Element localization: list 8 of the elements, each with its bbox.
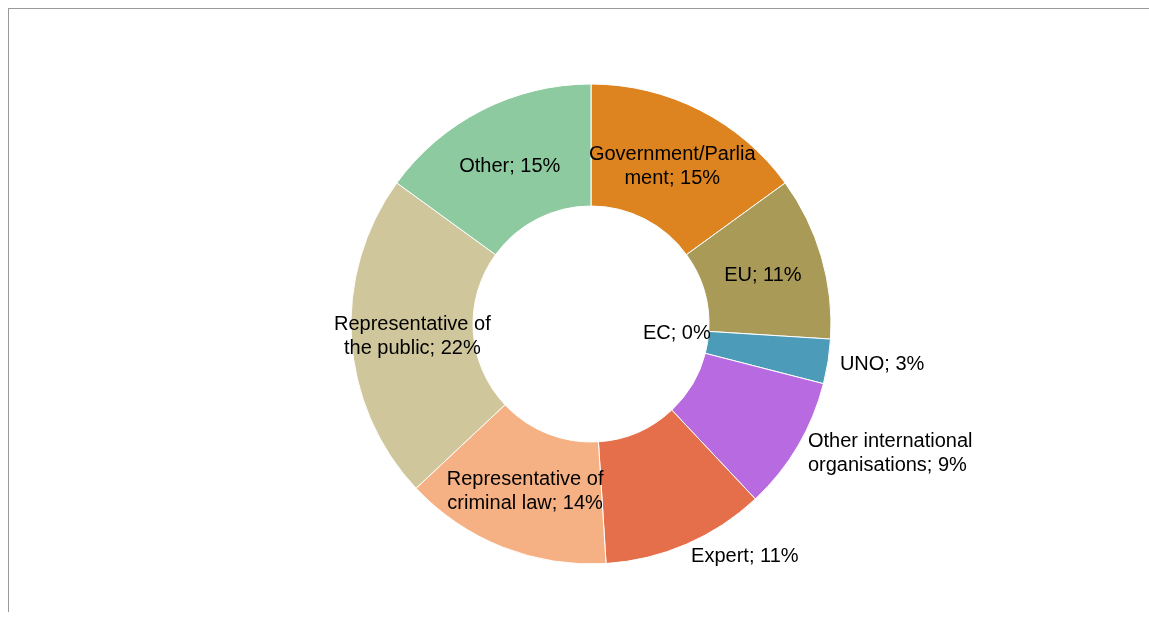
slice-label: Other; 15%	[459, 153, 561, 176]
slice-label: Representative of criminal law; 14%	[446, 467, 604, 514]
slice-label: Representative of the public; 22%	[333, 312, 492, 359]
slice-label: Other international organisations; 9%	[807, 429, 973, 476]
slice-label: Expert; 11%	[691, 544, 799, 567]
slice-label: EU; 11%	[724, 263, 802, 286]
slice-label: UNO; 3%	[839, 352, 925, 375]
category-label: EC; 0%	[642, 320, 711, 343]
